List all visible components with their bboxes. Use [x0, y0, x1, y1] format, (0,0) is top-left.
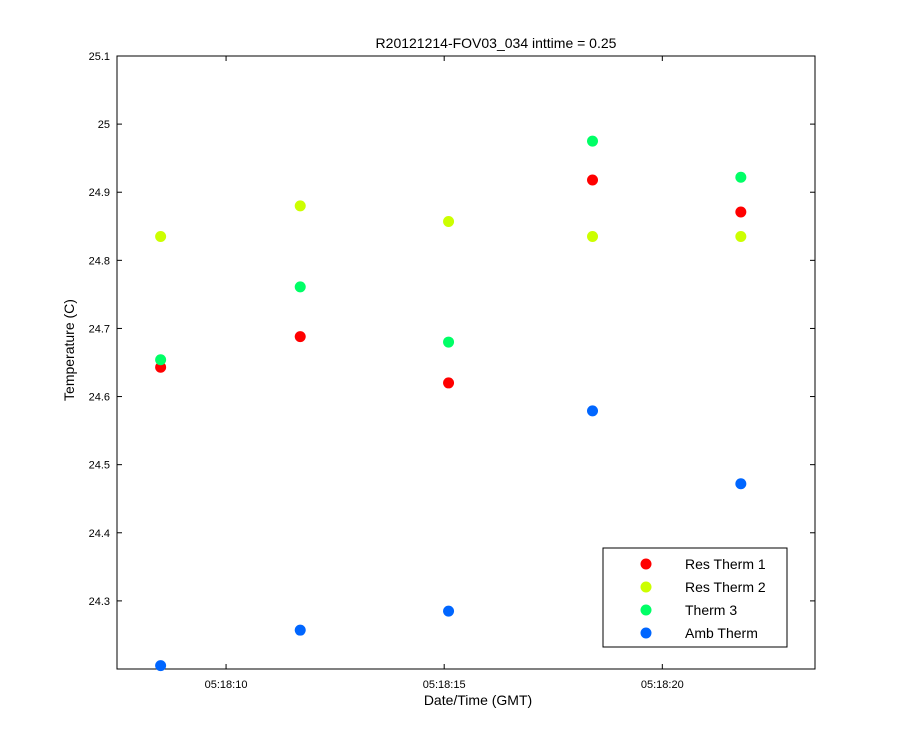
point-therm-3	[294, 281, 306, 293]
legend-label-res-therm-2: Res Therm 2	[685, 579, 766, 595]
point-res-therm-1	[587, 174, 599, 186]
x-tick-label: 05:18:20	[641, 679, 684, 691]
y-tick-label: 24.5	[89, 460, 110, 472]
y-tick-label: 24.3	[89, 596, 110, 608]
point-res-therm-2	[587, 230, 599, 242]
point-amb-therm	[735, 478, 747, 490]
point-therm-3	[735, 171, 747, 183]
point-therm-3	[155, 354, 167, 366]
y-tick-label: 25.1	[89, 51, 110, 63]
point-amb-therm	[587, 405, 599, 417]
point-res-therm-1	[735, 206, 747, 218]
x-tick-label: 05:18:15	[423, 679, 466, 691]
y-tick-label: 24.6	[89, 392, 110, 404]
chart-title: R20121214-FOV03_034 inttime = 0.25	[376, 35, 617, 51]
point-res-therm-2	[443, 216, 455, 228]
y-tick-label: 24.9	[89, 187, 110, 199]
x-tick-label: 05:18:10	[205, 679, 248, 691]
y-axis-title: Temperature (C)	[61, 299, 77, 401]
point-therm-3	[443, 336, 455, 348]
legend-marker-res-therm-2	[640, 581, 652, 593]
data-points	[155, 135, 747, 672]
legend-marker-therm-3	[640, 604, 652, 616]
legend-marker-amb-therm	[640, 627, 652, 639]
y-tick-label: 25	[98, 119, 110, 131]
legend-label-therm-3: Therm 3	[685, 602, 737, 618]
point-amb-therm	[155, 660, 167, 672]
y-tick-label: 24.4	[89, 528, 110, 540]
legend-marker-res-therm-1	[640, 558, 652, 570]
y-tick-label: 24.8	[89, 255, 110, 267]
y-axis: 24.3 24.4 24.5 24.6 24.7 24.8 24.9 25 25.1	[89, 51, 815, 608]
point-res-therm-2	[155, 230, 167, 242]
x-axis-title: Date/Time (GMT)	[424, 692, 532, 708]
point-res-therm-1	[294, 331, 306, 343]
legend-label-res-therm-1: Res Therm 1	[685, 556, 766, 572]
point-therm-3	[587, 135, 599, 147]
legend-box	[602, 547, 788, 648]
legend: Res Therm 1 Res Therm 2 Therm 3 Amb Therm	[602, 547, 788, 648]
x-axis: 05:18:10 05:18:15 05:18:20	[205, 56, 684, 691]
point-res-therm-1	[443, 377, 455, 389]
point-res-therm-2	[294, 200, 306, 212]
point-amb-therm	[443, 605, 455, 617]
y-tick-label: 24.7	[89, 323, 110, 335]
legend-label-amb-therm: Amb Therm	[685, 625, 758, 641]
point-amb-therm	[294, 624, 306, 636]
point-res-therm-2	[735, 230, 747, 242]
